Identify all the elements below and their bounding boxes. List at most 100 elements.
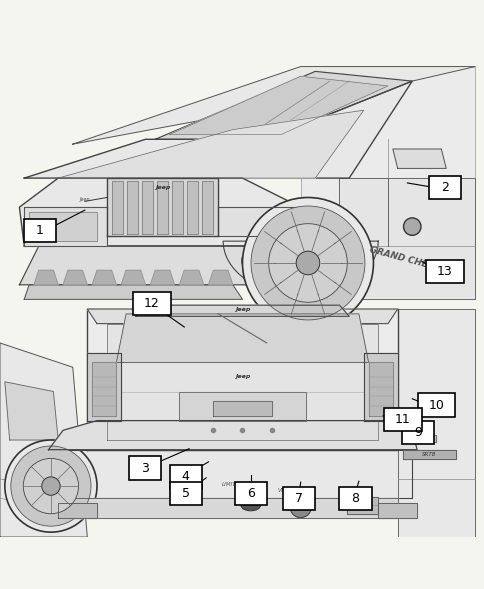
Text: 12: 12 <box>144 297 159 310</box>
Polygon shape <box>87 353 121 421</box>
Text: Jeep: Jeep <box>79 197 90 203</box>
Text: 4x4d: 4x4d <box>177 474 191 478</box>
FancyBboxPatch shape <box>24 219 56 242</box>
Text: 6: 6 <box>246 487 254 500</box>
Polygon shape <box>116 314 368 362</box>
FancyBboxPatch shape <box>401 421 433 444</box>
Text: V8: V8 <box>277 488 284 494</box>
Polygon shape <box>150 270 174 285</box>
Text: Jeep: Jeep <box>234 375 250 379</box>
Polygon shape <box>179 270 203 285</box>
Text: 5: 5 <box>182 487 189 500</box>
Polygon shape <box>223 241 378 296</box>
Polygon shape <box>5 382 58 440</box>
Text: 1: 1 <box>36 224 44 237</box>
FancyBboxPatch shape <box>428 176 460 199</box>
Polygon shape <box>218 207 300 236</box>
Circle shape <box>251 206 364 320</box>
Text: 13: 13 <box>436 265 452 278</box>
Polygon shape <box>155 71 411 140</box>
FancyBboxPatch shape <box>425 260 463 283</box>
Polygon shape <box>58 503 97 518</box>
Polygon shape <box>186 180 198 234</box>
Circle shape <box>403 218 420 236</box>
FancyBboxPatch shape <box>383 408 421 431</box>
Polygon shape <box>39 449 411 498</box>
Text: Jeep: Jeep <box>154 186 170 190</box>
Polygon shape <box>34 270 58 285</box>
Polygon shape <box>48 421 416 449</box>
Polygon shape <box>179 392 305 421</box>
Polygon shape <box>24 207 106 246</box>
FancyBboxPatch shape <box>169 482 201 505</box>
Polygon shape <box>208 270 232 285</box>
Circle shape <box>242 197 373 329</box>
Polygon shape <box>24 285 242 299</box>
Polygon shape <box>111 180 123 234</box>
Polygon shape <box>24 81 411 178</box>
Text: 4: 4 <box>182 471 189 484</box>
Text: 2: 2 <box>440 181 448 194</box>
Polygon shape <box>169 76 387 134</box>
Circle shape <box>241 250 262 271</box>
Polygon shape <box>397 309 474 537</box>
Text: 10: 10 <box>428 399 443 412</box>
Polygon shape <box>339 178 474 299</box>
Polygon shape <box>156 180 168 234</box>
FancyBboxPatch shape <box>133 292 170 315</box>
Polygon shape <box>58 110 363 178</box>
Polygon shape <box>300 67 474 299</box>
Text: C: C <box>298 504 302 509</box>
Polygon shape <box>402 449 455 459</box>
Circle shape <box>268 224 347 302</box>
Text: 9: 9 <box>413 426 421 439</box>
Text: GRAND CHEROKEE: GRAND CHEROKEE <box>368 245 460 278</box>
Text: 3: 3 <box>140 462 148 475</box>
Polygon shape <box>19 246 266 285</box>
Polygon shape <box>404 435 436 442</box>
Polygon shape <box>92 270 116 285</box>
FancyBboxPatch shape <box>283 487 315 510</box>
Circle shape <box>5 440 97 532</box>
Polygon shape <box>58 498 397 518</box>
Polygon shape <box>19 178 300 246</box>
Circle shape <box>289 497 311 518</box>
Circle shape <box>23 458 78 514</box>
FancyBboxPatch shape <box>339 487 371 510</box>
Polygon shape <box>87 309 397 323</box>
Text: LIMITED: LIMITED <box>221 482 243 487</box>
Polygon shape <box>29 212 97 241</box>
Circle shape <box>296 251 319 274</box>
Text: 7: 7 <box>295 492 302 505</box>
Circle shape <box>42 477 60 495</box>
Polygon shape <box>0 343 87 537</box>
FancyBboxPatch shape <box>169 465 201 488</box>
Text: Jeep: Jeep <box>413 436 426 442</box>
Polygon shape <box>73 67 474 144</box>
Polygon shape <box>136 305 348 316</box>
Polygon shape <box>0 305 484 537</box>
FancyBboxPatch shape <box>417 393 454 417</box>
FancyBboxPatch shape <box>234 482 266 505</box>
Polygon shape <box>213 401 271 416</box>
Polygon shape <box>87 309 397 449</box>
Polygon shape <box>126 180 138 234</box>
Polygon shape <box>121 270 145 285</box>
Polygon shape <box>378 503 416 518</box>
Polygon shape <box>363 353 397 421</box>
Text: 11: 11 <box>394 413 410 426</box>
FancyBboxPatch shape <box>128 456 160 480</box>
Polygon shape <box>171 180 183 234</box>
Polygon shape <box>106 178 218 236</box>
Polygon shape <box>63 270 87 285</box>
Text: Jeep: Jeep <box>234 306 250 312</box>
Circle shape <box>11 446 91 526</box>
Text: 8: 8 <box>351 492 359 505</box>
Polygon shape <box>201 180 213 234</box>
Text: SRT8: SRT8 <box>421 452 436 457</box>
Polygon shape <box>92 362 116 416</box>
Polygon shape <box>368 362 392 416</box>
Polygon shape <box>346 497 378 514</box>
Polygon shape <box>106 323 378 440</box>
Polygon shape <box>392 149 445 168</box>
